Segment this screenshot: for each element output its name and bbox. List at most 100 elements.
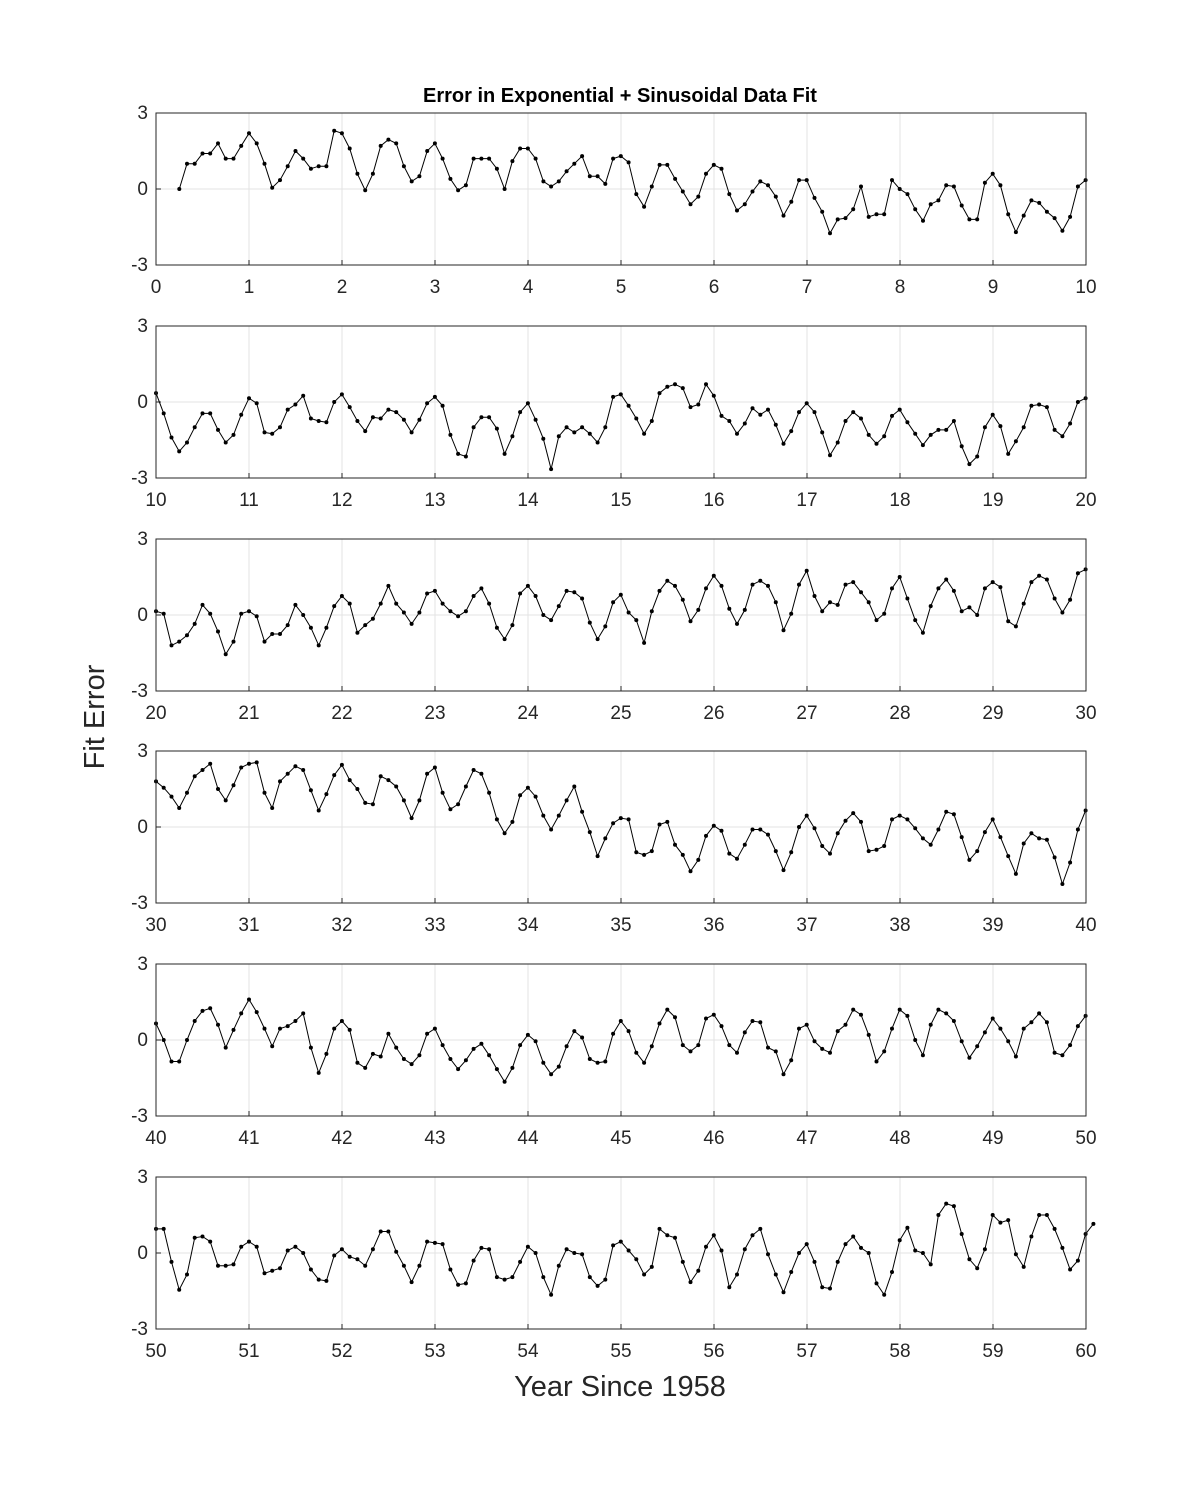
x-tick-label: 4: [523, 277, 534, 298]
x-tick-label: 23: [424, 703, 445, 724]
data-point: [1029, 580, 1034, 585]
data-point: [797, 178, 801, 183]
data-point: [471, 594, 476, 598]
data-point: [510, 1065, 515, 1070]
x-tick-label: 51: [238, 1341, 259, 1362]
data-point: [518, 793, 523, 798]
data-point: [231, 432, 236, 437]
data-point: [936, 827, 941, 832]
data-point: [657, 822, 662, 827]
data-point: [386, 583, 391, 588]
data-point: [587, 620, 592, 625]
data-point: [347, 1027, 352, 1032]
data-point: [998, 1220, 1003, 1225]
data-point: [804, 568, 809, 573]
data-point: [580, 1252, 585, 1257]
data-point: [525, 146, 530, 151]
x-tick-label: 57: [796, 1341, 817, 1362]
data-point: [401, 610, 406, 615]
data-point: [549, 827, 554, 832]
data-point: [1068, 421, 1073, 426]
data-point: [673, 1015, 677, 1020]
data-point: [556, 604, 561, 609]
x-tick-label: 35: [610, 915, 631, 936]
data-point: [882, 1049, 887, 1054]
data-point: [440, 790, 445, 795]
data-point: [386, 778, 391, 783]
data-point: [463, 784, 468, 789]
data-point: [936, 198, 941, 203]
data-point: [874, 441, 879, 446]
data-point: [1013, 439, 1018, 444]
data-point: [185, 1272, 189, 1277]
data-point: [719, 828, 724, 833]
data-point: [990, 1213, 995, 1217]
data-point: [618, 592, 623, 597]
data-point: [316, 164, 321, 169]
data-point: [479, 156, 484, 161]
data-point: [502, 637, 507, 642]
data-point: [301, 768, 306, 772]
data-point: [161, 1226, 166, 1231]
data-point: [308, 625, 313, 630]
data-point: [820, 430, 825, 435]
y-tick-label: 0: [137, 392, 148, 413]
data-point: [487, 156, 492, 161]
data-point: [742, 607, 747, 612]
data-point: [549, 1072, 554, 1077]
data-point: [696, 607, 701, 612]
data-point: [293, 764, 298, 769]
data-point: [471, 1046, 476, 1051]
data-point: [308, 416, 313, 421]
data-point: [789, 611, 794, 616]
data-point: [185, 633, 189, 638]
data-point: [161, 611, 166, 616]
data-point: [982, 830, 987, 835]
y-tick-label: -3: [131, 893, 148, 914]
data-point: [316, 1277, 321, 1282]
data-point: [401, 1057, 406, 1061]
data-point: [192, 774, 197, 779]
data-point: [634, 1257, 639, 1262]
data-point: [510, 819, 515, 824]
data-point: [1037, 402, 1042, 407]
data-point: [347, 778, 352, 783]
data-point: [688, 1049, 693, 1054]
data-point: [711, 1012, 716, 1017]
data-point: [440, 403, 445, 408]
data-point: [456, 1282, 461, 1287]
data-point: [262, 790, 267, 795]
data-point: [951, 1204, 956, 1209]
data-point: [440, 1043, 445, 1048]
data-point: [262, 639, 267, 644]
data-point: [572, 590, 577, 595]
data-point: [394, 141, 399, 146]
data-point: [525, 1032, 530, 1037]
data-point: [278, 1026, 282, 1031]
data-point: [192, 425, 197, 430]
data-point: [913, 1038, 918, 1042]
data-point: [580, 425, 585, 430]
x-tick-label: 43: [424, 1128, 445, 1149]
data-point: [216, 141, 220, 146]
data-point: [239, 765, 244, 770]
data-point: [967, 605, 972, 610]
data-point: [1060, 228, 1065, 233]
y-tick-label: 3: [137, 954, 148, 975]
axes-box: [155, 1176, 1087, 1330]
data-point: [254, 1010, 259, 1015]
y-tick-label: -3: [131, 1106, 148, 1127]
data-point: [890, 586, 894, 591]
data-point: [161, 1038, 166, 1042]
data-point: [332, 604, 337, 609]
data-point: [665, 1007, 670, 1012]
data-point: [905, 192, 910, 197]
data-point: [998, 585, 1003, 590]
data-point: [223, 652, 228, 657]
data-point: [161, 411, 166, 416]
data-point: [518, 1043, 523, 1048]
x-tick-label: 60: [1075, 1341, 1096, 1362]
data-point: [463, 1058, 468, 1063]
data-point: [704, 1016, 708, 1021]
x-tick-label: 20: [1075, 490, 1096, 511]
